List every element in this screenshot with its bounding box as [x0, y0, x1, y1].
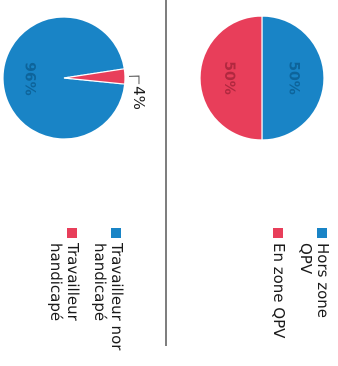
- pie-slice-2-1: [2, 16, 126, 140]
- slice-label-2-2: 4%: [130, 86, 148, 110]
- legend-label-2-1-1: Travailleur nor: [108, 242, 126, 351]
- slice-label-2-1: 96%: [21, 62, 37, 96]
- legend-label-1-1-1: Hors zone: [314, 243, 332, 318]
- legend-swatch-2-2: [67, 228, 77, 238]
- legend-label-1-2-1: En zone QPV: [270, 243, 288, 339]
- legend-label-1-1-2: QPV: [297, 243, 315, 275]
- slice-label-1-1: 50%: [285, 61, 301, 95]
- pie-slice-1-1: [261, 15, 325, 141]
- legend-label-2-2-1: Travailleur: [64, 242, 82, 322]
- leader-line-2-2: [128, 75, 140, 85]
- pie-slice-2-2: [63, 68, 126, 85]
- pie-chart-2: 96% 4%: [2, 16, 148, 140]
- legend-swatch-1-2: [273, 228, 283, 238]
- legend-2: Travailleur norhandicapéTravailleurhandi…: [47, 228, 126, 351]
- pie-slice-1-2: [199, 15, 263, 141]
- legend-swatch-2-1: [111, 228, 121, 238]
- legend-swatch-1-1: [317, 228, 327, 238]
- slice-label-1-2: 50%: [221, 61, 237, 95]
- legend-label-2-2-2: handicapé: [47, 243, 65, 321]
- legend-label-2-1-2: handicapé: [91, 243, 109, 321]
- pie-chart-1: 50% 50%: [199, 15, 325, 141]
